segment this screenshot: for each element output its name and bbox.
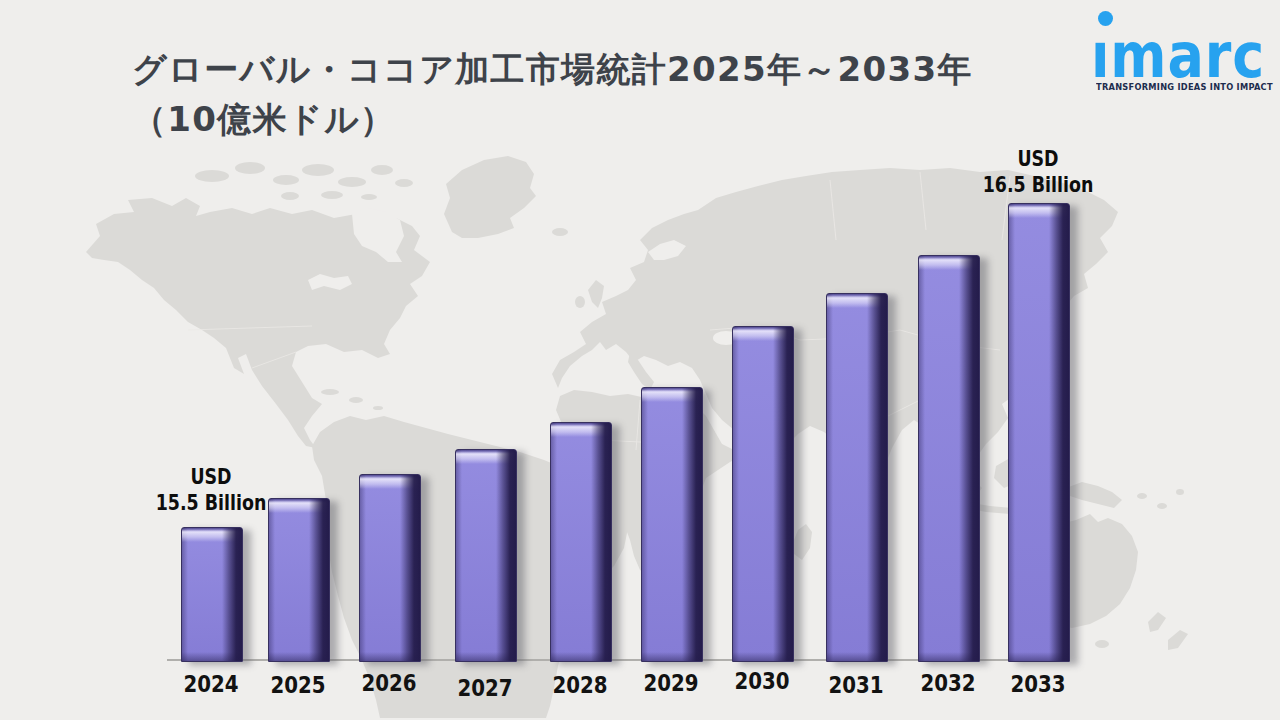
value-label-2024: USD 15.5 Billion xyxy=(156,464,267,516)
bar-2025 xyxy=(268,498,330,662)
x-axis-label-2028: 2028 xyxy=(552,672,607,698)
bar-2031 xyxy=(826,293,888,662)
value-label-2033: USD 16.5 Billion xyxy=(983,146,1094,198)
bar-2032 xyxy=(918,255,980,662)
bar-2033 xyxy=(1008,203,1070,662)
chart-title: グローバル・ココア加工市場統計2025年～2033年 （10億米ドル） xyxy=(132,44,973,144)
bar-2028 xyxy=(550,422,612,662)
logo-tagline: TRANSFORMING IDEAS INTO IMPACT xyxy=(1096,81,1273,92)
bar-2026 xyxy=(359,474,421,662)
x-axis-label-2031: 2031 xyxy=(828,672,883,698)
x-axis-label-2025: 2025 xyxy=(270,672,325,698)
x-axis-label-2030: 2030 xyxy=(734,668,789,694)
bar-2030 xyxy=(732,326,794,662)
x-axis-label-2027: 2027 xyxy=(457,675,512,701)
x-axis-label-2026: 2026 xyxy=(361,670,416,696)
chart-title-line2: （10億米ドル） xyxy=(132,94,973,144)
bar-2027 xyxy=(455,449,517,662)
x-axis-label-2033: 2033 xyxy=(1010,671,1065,697)
x-axis-label-2024: 2024 xyxy=(183,671,238,697)
bar-2029 xyxy=(641,387,703,662)
infographic-page: 2024 2025 2026 2027 2028 2029 2030 2031 2032 2033… xyxy=(0,0,1280,720)
x-axis-label-2032: 2032 xyxy=(920,670,975,696)
chart-title-line1: グローバル・ココア加工市場統計2025年～2033年 xyxy=(132,44,973,94)
bar-2024 xyxy=(181,527,243,662)
x-axis-label-2029: 2029 xyxy=(643,670,698,696)
